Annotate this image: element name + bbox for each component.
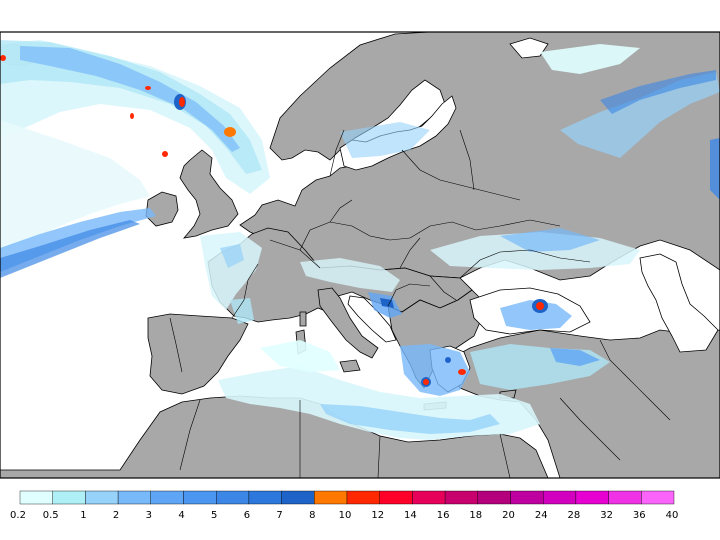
legend-label: 12 xyxy=(371,510,384,521)
legend-label: 36 xyxy=(633,510,646,521)
adriatic-sea xyxy=(347,295,397,343)
country-borders xyxy=(169,129,671,478)
legend-label: 1 xyxy=(80,510,86,521)
legend-label: 0.5 xyxy=(43,510,59,521)
scandinavia-russia xyxy=(239,32,720,281)
legend-swatch xyxy=(281,490,315,505)
legend-swatch xyxy=(314,490,348,505)
legend-swatch xyxy=(444,490,479,505)
legend-label: 40 xyxy=(666,510,679,521)
legend-label: 16 xyxy=(437,510,450,521)
caspian-sea xyxy=(639,253,719,353)
legend-label: 4 xyxy=(178,510,184,521)
legend-swatch xyxy=(183,490,217,505)
legend-swatch xyxy=(248,490,282,505)
color-legend: 0.2 0.5 1 2 3 4 5 6 7 8 10 12 14 16 18 20 24 28 32 36 40 xyxy=(10,490,679,521)
legend-swatch xyxy=(379,490,413,505)
iberia xyxy=(147,313,249,395)
legend-swatch xyxy=(575,490,609,505)
legend-swatch xyxy=(543,490,577,505)
legend-swatch xyxy=(150,490,184,505)
legend-swatch xyxy=(510,490,544,505)
legend-label: 7 xyxy=(276,510,282,521)
legend-label: 0.2 xyxy=(10,510,26,521)
legend-label: 18 xyxy=(469,510,482,521)
legend-swatch xyxy=(477,490,511,505)
legend-label: 14 xyxy=(404,510,417,521)
legend-swatch xyxy=(608,490,642,505)
precipitation-map xyxy=(0,31,720,479)
white-sea-arm xyxy=(509,37,549,59)
legend-label: 8 xyxy=(309,510,315,521)
legend-label: 32 xyxy=(600,510,613,521)
legend-label: 20 xyxy=(502,510,515,521)
western-europe xyxy=(207,227,473,357)
legend-label: 2 xyxy=(113,510,119,521)
legend-swatch xyxy=(19,490,53,505)
legend-swatch xyxy=(215,490,250,505)
legend-label: 3 xyxy=(146,510,152,521)
legend-label: 6 xyxy=(244,510,250,521)
italy xyxy=(317,287,379,359)
corsica xyxy=(299,311,307,327)
legend-label: 28 xyxy=(568,510,581,521)
precipitation-overlay xyxy=(0,40,720,440)
legend-swatch xyxy=(412,490,446,505)
legend-swatch xyxy=(52,490,86,505)
sicily xyxy=(339,359,361,373)
legend-swatch xyxy=(346,490,380,505)
legend-swatch xyxy=(117,490,151,505)
legend-label: 5 xyxy=(211,510,217,521)
great-britain xyxy=(179,149,239,239)
legend-swatch xyxy=(85,490,119,505)
legend-label: 24 xyxy=(535,510,548,521)
legend-swatch xyxy=(641,490,675,505)
legend-label: 10 xyxy=(339,510,352,521)
